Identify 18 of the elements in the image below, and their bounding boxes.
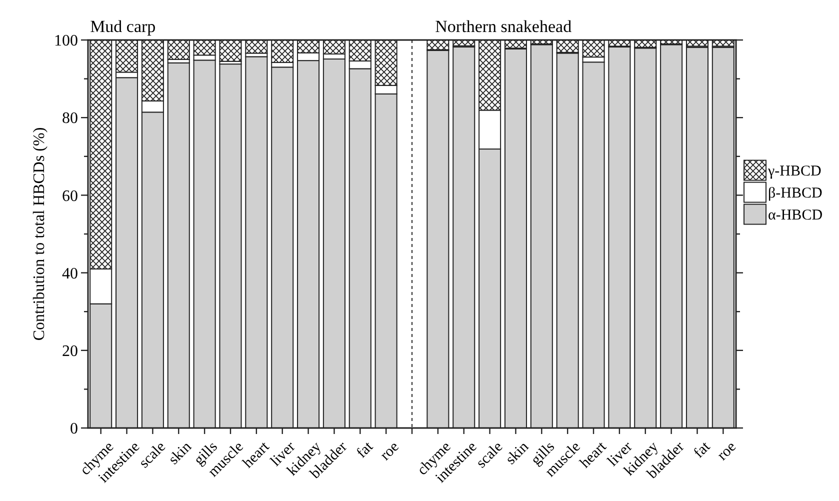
legend-label: α-HBCD [768, 208, 823, 224]
y-tick-label: 40 [62, 265, 78, 282]
y-axis-title: Contribution to total HBCDs (%) [31, 127, 48, 341]
x-tick-label: fat [354, 438, 377, 462]
y-tick-label: 60 [62, 188, 78, 205]
legend-label: β-HBCD [768, 186, 822, 202]
y-tick-label: 20 [62, 343, 78, 360]
legend-label: γ-HBCD [767, 164, 822, 180]
x-tick-label: fat [690, 438, 714, 462]
y-tick-label: 0 [70, 420, 78, 438]
text: Northern snakehead [435, 17, 572, 36]
x-tick-label: skin [166, 438, 196, 468]
y-tick-label: 100 [54, 32, 78, 50]
x-tick-label: roe [377, 438, 403, 464]
x-tick-label: skin [502, 438, 532, 468]
y-tick-label: 80 [62, 110, 78, 128]
x-tick-label: roe [714, 438, 740, 464]
text: Mud carp [90, 17, 156, 36]
